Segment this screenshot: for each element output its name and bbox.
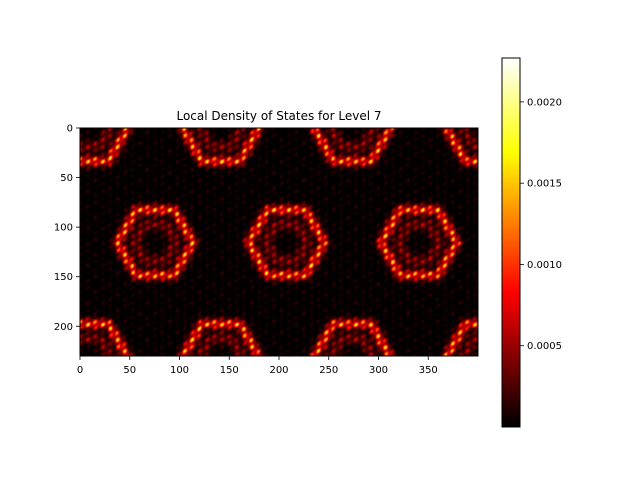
y-tick-label: 150	[54, 272, 73, 283]
x-tick-label: 300	[369, 365, 388, 376]
colorbar-tick-label: 0.0015	[527, 179, 562, 190]
colorbar-ticks: 0.0005 0.0010 0.0015 0.0020	[520, 97, 562, 352]
heatmap-area	[79, 127, 479, 357]
y-axis: 0 50 100 150 200	[54, 124, 80, 333]
x-axis: 0 50 100 150 200 250 300 350	[77, 356, 438, 376]
heatmap-image	[80, 128, 478, 356]
x-tick-label: 0	[77, 365, 83, 376]
x-tick-label: 150	[220, 365, 239, 376]
colorbar-tick-label: 0.0010	[527, 260, 562, 271]
x-tick-label: 350	[419, 365, 438, 376]
colorbar-tick-label: 0.0020	[527, 97, 562, 108]
y-tick-label: 100	[54, 223, 73, 234]
colorbar-frame	[501, 57, 521, 428]
y-tick-label: 0	[67, 124, 73, 135]
x-tick-label: 100	[170, 365, 189, 376]
y-tick-label: 50	[60, 173, 73, 184]
colorbar: 0.0005 0.0010 0.0015 0.0020	[501, 57, 562, 428]
x-tick-label: 50	[123, 365, 136, 376]
chart-title: Local Density of States for Level 7	[176, 109, 381, 123]
colorbar-gradient	[502, 58, 520, 427]
y-tick-label: 200	[54, 322, 73, 333]
colorbar-tick-label: 0.0005	[527, 341, 562, 352]
x-tick-label: 200	[269, 365, 288, 376]
x-tick-label: 250	[319, 365, 338, 376]
